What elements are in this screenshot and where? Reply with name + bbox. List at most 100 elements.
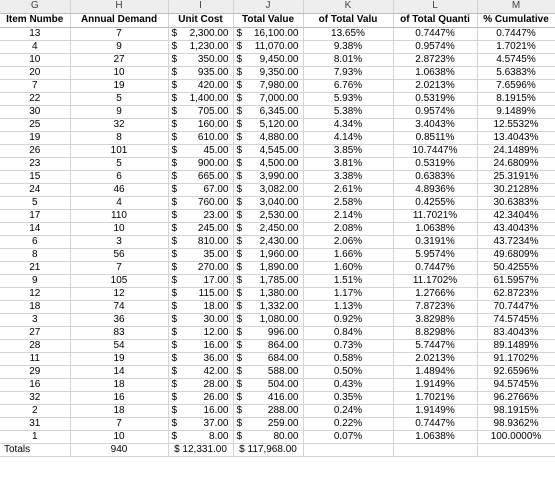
- pct-total-quantity-cell[interactable]: 1.4894%: [393, 365, 478, 379]
- column-header-j[interactable]: J: [233, 0, 304, 14]
- annual-demand-cell[interactable]: 46: [70, 183, 169, 197]
- total-value-cell[interactable]: $3,990.00: [233, 170, 304, 184]
- annual-demand-cell[interactable]: 8: [70, 131, 169, 145]
- unit-cost-cell[interactable]: $17.00: [168, 274, 234, 288]
- pct-total-value-cell[interactable]: 8.01%: [303, 53, 394, 67]
- unit-cost-cell[interactable]: $1,230.00: [168, 40, 234, 54]
- unit-cost-cell[interactable]: $28.00: [168, 378, 234, 392]
- unit-cost-cell[interactable]: $1,400.00: [168, 92, 234, 106]
- unit-cost-cell[interactable]: $2,300.00: [168, 27, 234, 41]
- pct-total-quantity-cell[interactable]: 3.4043%: [393, 118, 478, 132]
- cumulative-cell[interactable]: 13.4043%: [477, 131, 555, 145]
- totals-unit-cost-cell[interactable]: $ 12,331.00: [168, 443, 234, 457]
- pct-total-value-cell[interactable]: 0.35%: [303, 391, 394, 405]
- pct-total-quantity-cell[interactable]: 7.8723%: [393, 300, 478, 314]
- annual-demand-cell[interactable]: 16: [70, 391, 169, 405]
- cumulative-cell[interactable]: 62.8723%: [477, 287, 555, 301]
- cumulative-cell[interactable]: 94.5745%: [477, 378, 555, 392]
- unit-cost-cell[interactable]: $36.00: [168, 352, 234, 366]
- total-value-cell[interactable]: $2,530.00: [233, 209, 304, 223]
- unit-cost-cell[interactable]: $67.00: [168, 183, 234, 197]
- pct-total-quantity-cell[interactable]: 1.9149%: [393, 378, 478, 392]
- empty-cell[interactable]: [477, 443, 555, 457]
- item-number-cell[interactable]: 6: [0, 235, 71, 249]
- empty-cell[interactable]: [393, 443, 478, 457]
- pct-total-value-cell[interactable]: 0.50%: [303, 365, 394, 379]
- item-number-cell[interactable]: 2: [0, 404, 71, 418]
- pct-total-value-cell[interactable]: 2.06%: [303, 235, 394, 249]
- total-value-cell[interactable]: $996.00: [233, 326, 304, 340]
- pct-total-value-cell[interactable]: 6.76%: [303, 79, 394, 93]
- item-number-cell[interactable]: 20: [0, 66, 71, 80]
- cumulative-cell[interactable]: 83.4043%: [477, 326, 555, 340]
- total-value-cell[interactable]: $1,332.00: [233, 300, 304, 314]
- annual-demand-cell[interactable]: 9: [70, 105, 169, 119]
- annual-demand-cell[interactable]: 5: [70, 92, 169, 106]
- total-value-cell[interactable]: $1,960.00: [233, 248, 304, 262]
- item-number-cell[interactable]: 12: [0, 287, 71, 301]
- cumulative-cell[interactable]: 12.5532%: [477, 118, 555, 132]
- unit-cost-cell[interactable]: $16.00: [168, 404, 234, 418]
- total-value-cell[interactable]: $3,082.00: [233, 183, 304, 197]
- unit-cost-cell[interactable]: $245.00: [168, 222, 234, 236]
- unit-cost-cell[interactable]: $42.00: [168, 365, 234, 379]
- pct-total-value-cell[interactable]: 0.58%: [303, 352, 394, 366]
- item-number-cell[interactable]: 8: [0, 248, 71, 262]
- unit-cost-cell[interactable]: $900.00: [168, 157, 234, 171]
- cumulative-cell[interactable]: 0.7447%: [477, 27, 555, 41]
- header-pct-total-value[interactable]: of Total Valu: [303, 13, 394, 28]
- pct-total-quantity-cell[interactable]: 1.0638%: [393, 222, 478, 236]
- total-value-cell[interactable]: $6,345.00: [233, 105, 304, 119]
- item-number-cell[interactable]: 14: [0, 222, 71, 236]
- item-number-cell[interactable]: 18: [0, 300, 71, 314]
- pct-total-quantity-cell[interactable]: 4.8936%: [393, 183, 478, 197]
- pct-total-value-cell[interactable]: 2.61%: [303, 183, 394, 197]
- total-value-cell[interactable]: $1,080.00: [233, 313, 304, 327]
- item-number-cell[interactable]: 23: [0, 157, 71, 171]
- item-number-cell[interactable]: 10: [0, 53, 71, 67]
- header-annual-demand[interactable]: Annual Demand: [70, 13, 169, 28]
- totals-demand-cell[interactable]: 940: [70, 443, 169, 457]
- annual-demand-cell[interactable]: 7: [70, 261, 169, 275]
- pct-total-value-cell[interactable]: 13.65%: [303, 27, 394, 41]
- unit-cost-cell[interactable]: $420.00: [168, 79, 234, 93]
- cumulative-cell[interactable]: 92.6596%: [477, 365, 555, 379]
- cumulative-cell[interactable]: 30.6383%: [477, 196, 555, 210]
- cumulative-cell[interactable]: 50.4255%: [477, 261, 555, 275]
- cumulative-cell[interactable]: 9.1489%: [477, 105, 555, 119]
- cumulative-cell[interactable]: 98.9362%: [477, 417, 555, 431]
- annual-demand-cell[interactable]: 9: [70, 40, 169, 54]
- annual-demand-cell[interactable]: 19: [70, 79, 169, 93]
- pct-total-value-cell[interactable]: 0.92%: [303, 313, 394, 327]
- unit-cost-cell[interactable]: $45.00: [168, 144, 234, 158]
- unit-cost-cell[interactable]: $37.00: [168, 417, 234, 431]
- cumulative-cell[interactable]: 98.1915%: [477, 404, 555, 418]
- pct-total-quantity-cell[interactable]: 0.3191%: [393, 235, 478, 249]
- pct-total-value-cell[interactable]: 1.60%: [303, 261, 394, 275]
- cumulative-cell[interactable]: 43.4043%: [477, 222, 555, 236]
- item-number-cell[interactable]: 1: [0, 430, 71, 444]
- total-value-cell[interactable]: $5,120.00: [233, 118, 304, 132]
- cumulative-cell[interactable]: 91.1702%: [477, 352, 555, 366]
- total-value-cell[interactable]: $259.00: [233, 417, 304, 431]
- unit-cost-cell[interactable]: $705.00: [168, 105, 234, 119]
- cumulative-cell[interactable]: 61.5957%: [477, 274, 555, 288]
- item-number-cell[interactable]: 24: [0, 183, 71, 197]
- cumulative-cell[interactable]: 42.3404%: [477, 209, 555, 223]
- cumulative-cell[interactable]: 24.1489%: [477, 144, 555, 158]
- item-number-cell[interactable]: 26: [0, 144, 71, 158]
- pct-total-quantity-cell[interactable]: 0.9574%: [393, 105, 478, 119]
- cumulative-cell[interactable]: 70.7447%: [477, 300, 555, 314]
- item-number-cell[interactable]: 5: [0, 196, 71, 210]
- total-value-cell[interactable]: $11,070.00: [233, 40, 304, 54]
- pct-total-quantity-cell[interactable]: 1.7021%: [393, 391, 478, 405]
- unit-cost-cell[interactable]: $30.00: [168, 313, 234, 327]
- pct-total-quantity-cell[interactable]: 11.7021%: [393, 209, 478, 223]
- pct-total-quantity-cell[interactable]: 11.1702%: [393, 274, 478, 288]
- column-header-m[interactable]: M: [477, 0, 555, 14]
- annual-demand-cell[interactable]: 14: [70, 365, 169, 379]
- total-value-cell[interactable]: $1,890.00: [233, 261, 304, 275]
- item-number-cell[interactable]: 7: [0, 79, 71, 93]
- item-number-cell[interactable]: 3: [0, 313, 71, 327]
- annual-demand-cell[interactable]: 7: [70, 417, 169, 431]
